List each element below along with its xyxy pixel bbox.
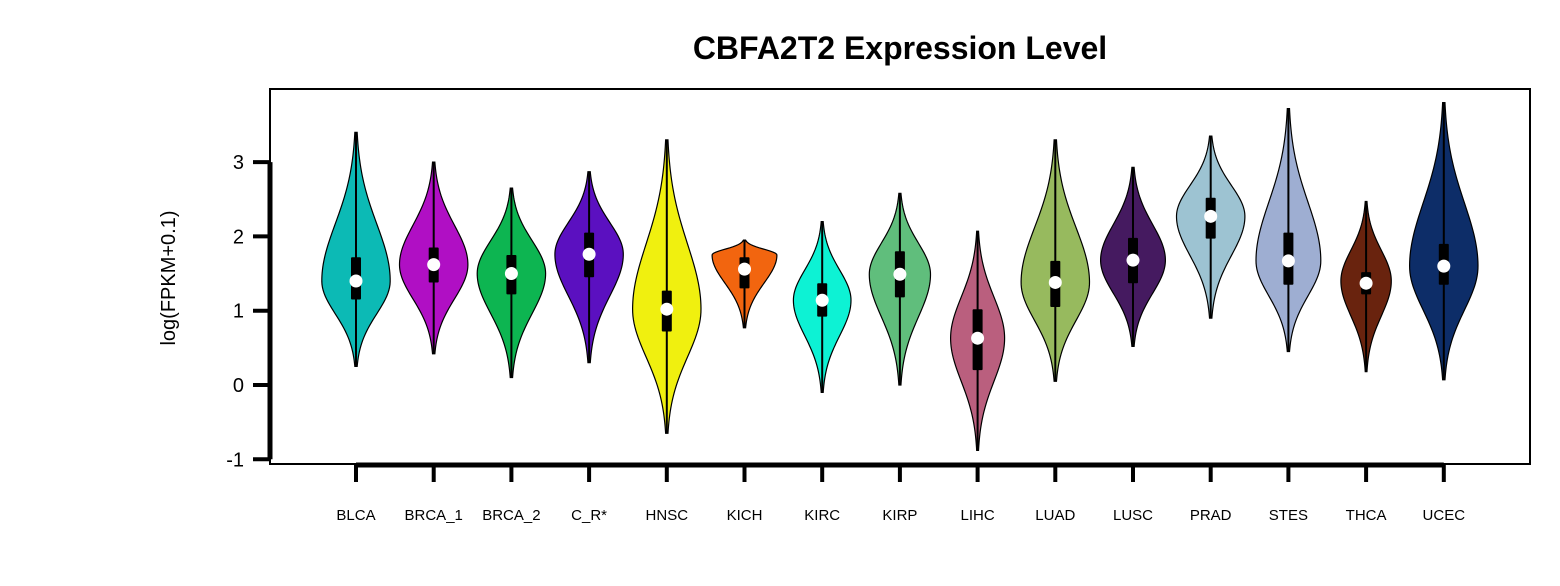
median-point (815, 293, 829, 307)
x-tick-label-c-r: C_R* (571, 507, 607, 524)
violin-hnsc (631, 139, 702, 434)
violin-kirp (868, 192, 932, 386)
median-point (971, 331, 985, 345)
y-tick-label: 1 (233, 301, 244, 323)
x-tick-label-lusc: LUSC (1113, 507, 1153, 524)
median-point (582, 247, 596, 261)
violin-lusc (1100, 166, 1166, 347)
x-tick-label-blca: BLCA (336, 507, 375, 524)
median-point (504, 267, 518, 281)
y-axis-label: log(FPKM+0.1) (158, 210, 180, 345)
x-axis: BLCA BRCA_1 BRCA_2 C_R* HNSC KICH KIRC KIRP LIHC… (336, 462, 1466, 524)
violin-stes (1255, 108, 1322, 353)
y-tick-label: 2 (233, 226, 244, 248)
violin-brca-1 (398, 161, 469, 355)
y-tick-label: -1 (226, 449, 244, 471)
violin-prad (1175, 135, 1246, 319)
violin-c-r (554, 171, 624, 364)
violin-ucec (1408, 102, 1479, 381)
median-point (1204, 209, 1218, 223)
violin-luad (1020, 139, 1091, 382)
x-tick-label-kirp: KIRP (882, 507, 917, 524)
x-tick-label-lihc: LIHC (961, 507, 995, 524)
x-tick-label-hnsc: HNSC (646, 507, 689, 524)
violin-kirc (792, 220, 852, 394)
x-tick-label-ucec: UCEC (1423, 507, 1466, 524)
median-point (1359, 276, 1373, 290)
y-tick-label: 0 (233, 375, 244, 397)
x-tick-label-kich: KICH (727, 507, 763, 524)
violin-group (321, 102, 1479, 451)
x-tick-label-brca-1: BRCA_1 (405, 507, 463, 524)
median-point (893, 267, 907, 281)
x-tick-label-luad: LUAD (1035, 507, 1075, 524)
violin-brca-2 (476, 187, 547, 379)
chart-title: CBFA2T2 Expression Level (693, 30, 1107, 66)
x-tick-label-prad: PRAD (1190, 507, 1232, 524)
y-axis: -1 0 1 2 3 (226, 152, 273, 471)
median-point (738, 262, 751, 276)
median-point (1437, 259, 1451, 273)
median-point (1048, 275, 1062, 289)
median-point (1281, 254, 1295, 268)
median-point (427, 258, 441, 272)
median-point (1126, 253, 1140, 267)
median-point (349, 274, 363, 288)
y-tick-label: 3 (233, 152, 244, 174)
violin-blca (321, 131, 391, 368)
median-point (660, 302, 674, 316)
x-tick-label-thca: THCA (1346, 507, 1387, 524)
violin-kich (711, 239, 778, 329)
x-tick-label-stes: STES (1269, 507, 1308, 524)
x-tick-label-brca-2: BRCA_2 (482, 507, 540, 524)
violin-lihc (949, 230, 1006, 451)
x-tick-label-kirc: KIRC (804, 507, 840, 524)
violin-thca (1340, 200, 1392, 373)
